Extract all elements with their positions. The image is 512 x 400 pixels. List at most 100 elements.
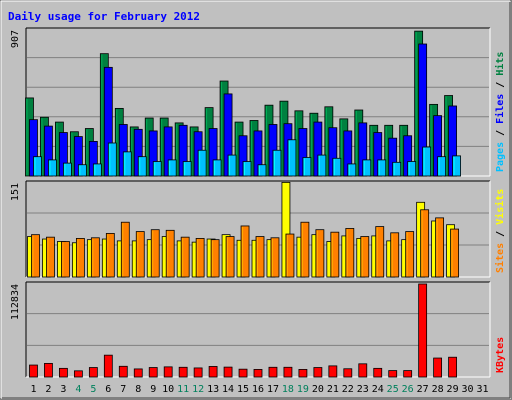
bar-pages-day-8 bbox=[137, 156, 147, 177]
bar-pages-day-16 bbox=[257, 164, 267, 177]
bar-sites-day-27 bbox=[420, 209, 430, 278]
bar-kbytes-day-7 bbox=[118, 365, 128, 378]
bar-pages-day-14 bbox=[227, 154, 237, 177]
bar-kbytes-day-19 bbox=[298, 369, 308, 378]
panel-traffic: 907 Pages / Files / Hits bbox=[10, 27, 506, 177]
bar-kbytes-day-2 bbox=[44, 363, 53, 378]
panel-kbytes: 112834 KBytes bbox=[10, 281, 506, 378]
bar-sites-day-7 bbox=[120, 221, 130, 278]
bar-sites-day-9 bbox=[150, 229, 160, 278]
bar-pages-day-7 bbox=[122, 151, 132, 177]
bar-pages-day-17 bbox=[272, 149, 282, 177]
bar-kbytes-day-6 bbox=[103, 354, 113, 378]
chart-title: Daily usage for February 2012 bbox=[8, 10, 200, 23]
x-tick-label: 14 bbox=[222, 384, 234, 395]
bar-sites-day-6 bbox=[105, 233, 115, 278]
x-tick-label: 7 bbox=[120, 384, 126, 395]
bar-kbytes-day-11 bbox=[178, 366, 188, 378]
x-tick-label: 4 bbox=[75, 384, 81, 395]
bar-kbytes-day-4 bbox=[73, 370, 83, 378]
bar-kbytes-day-3 bbox=[59, 367, 68, 378]
bar-kbytes-day-22 bbox=[343, 368, 353, 378]
bar-kbytes-day-26 bbox=[403, 370, 413, 378]
x-axis-labels: 1 2 3 4 5 6 7 8 9 10 11 12 13 14 15 16 17 18 19 20 21 22 23 24 2… bbox=[30, 384, 488, 395]
y-max-label-traffic: 907 bbox=[10, 30, 21, 48]
plot-area-kbytes bbox=[26, 282, 490, 377]
bar-pages-day-9 bbox=[152, 161, 162, 177]
legend-separator: / bbox=[495, 76, 506, 94]
x-tick-label: 30 bbox=[462, 384, 474, 395]
bar-kbytes-day-9 bbox=[148, 367, 158, 378]
x-tick-label: 26 bbox=[402, 384, 414, 395]
bar-sites-day-5 bbox=[90, 237, 100, 278]
series-kbytes bbox=[29, 283, 457, 378]
bar-sites-day-23 bbox=[360, 236, 370, 278]
bar-kbytes-day-20 bbox=[313, 367, 323, 378]
x-tick-label: 10 bbox=[162, 384, 174, 395]
bar-kbytes-day-23 bbox=[358, 363, 368, 378]
bar-sites-day-29 bbox=[450, 228, 459, 278]
bar-sites-day-24 bbox=[375, 226, 385, 278]
x-tick-label: 1 bbox=[30, 384, 36, 395]
bar-pages-day-28 bbox=[437, 156, 447, 177]
bar-pages-day-13 bbox=[212, 159, 222, 177]
bar-sites-day-20 bbox=[315, 229, 325, 278]
legend-entry-sites: Sites bbox=[494, 243, 506, 273]
series-pages bbox=[33, 139, 461, 177]
x-tick-label: 25 bbox=[387, 384, 399, 395]
panel-visits: 151 Sites / Visits bbox=[10, 180, 506, 278]
bar-kbytes-day-29 bbox=[448, 356, 457, 378]
legend-separator: / bbox=[495, 225, 506, 243]
x-tick-label: 8 bbox=[135, 384, 141, 395]
bar-kbytes-day-21 bbox=[328, 365, 338, 378]
bar-kbytes-day-28 bbox=[433, 357, 443, 378]
bar-kbytes-day-1 bbox=[29, 364, 38, 378]
bar-pages-day-23 bbox=[362, 159, 372, 177]
bar-pages-day-24 bbox=[377, 159, 387, 177]
bar-sites-day-10 bbox=[165, 229, 175, 278]
x-tick-label: 5 bbox=[90, 384, 96, 395]
bar-kbytes-day-16 bbox=[253, 369, 263, 378]
x-tick-label: 24 bbox=[372, 384, 384, 395]
bar-sites-day-2 bbox=[46, 236, 55, 278]
bar-kbytes-day-24 bbox=[373, 367, 383, 378]
x-tick-label: 27 bbox=[417, 384, 429, 395]
x-tick-label: 29 bbox=[447, 384, 459, 395]
bar-pages-day-27 bbox=[422, 146, 432, 177]
y-max-label-visits: 151 bbox=[10, 183, 21, 201]
bar-pages-day-1 bbox=[33, 156, 42, 177]
legend-entry-visits: Visits bbox=[494, 189, 506, 225]
x-tick-label: 22 bbox=[342, 384, 354, 395]
bar-sites-day-12 bbox=[195, 238, 205, 278]
x-tick-label: 3 bbox=[60, 384, 66, 395]
x-tick-label: 20 bbox=[312, 384, 324, 395]
bar-sites-day-17 bbox=[270, 237, 280, 278]
bar-pages-day-12 bbox=[197, 149, 207, 177]
legend-visits: Sites / Visits bbox=[494, 189, 506, 273]
bar-sites-day-25 bbox=[390, 232, 400, 278]
bar-kbytes-day-27 bbox=[418, 283, 428, 378]
bar-kbytes-day-14 bbox=[223, 366, 233, 378]
bar-kbytes-day-25 bbox=[388, 370, 398, 378]
bar-pages-day-10 bbox=[167, 159, 177, 177]
bar-pages-day-20 bbox=[317, 154, 327, 177]
x-tick-label: 21 bbox=[327, 384, 339, 395]
x-tick-label: 17 bbox=[267, 384, 279, 395]
x-tick-label: 13 bbox=[207, 384, 219, 395]
x-tick-label: 6 bbox=[105, 384, 111, 395]
legend-entry-files: Files bbox=[494, 94, 506, 124]
bar-sites-day-15 bbox=[240, 225, 250, 278]
bar-sites-day-28 bbox=[435, 217, 445, 278]
bar-pages-day-29 bbox=[452, 155, 461, 177]
x-tick-label: 18 bbox=[282, 384, 294, 395]
bar-pages-day-3 bbox=[63, 162, 72, 177]
bar-sites-day-8 bbox=[135, 231, 145, 278]
y-max-label-kbytes: 112834 bbox=[10, 284, 21, 320]
bar-pages-day-26 bbox=[407, 161, 417, 177]
x-tick-label: 23 bbox=[357, 384, 369, 395]
bar-kbytes-day-15 bbox=[238, 368, 248, 378]
x-tick-label: 9 bbox=[150, 384, 156, 395]
bar-pages-day-22 bbox=[347, 163, 357, 177]
bar-pages-day-21 bbox=[332, 157, 342, 177]
